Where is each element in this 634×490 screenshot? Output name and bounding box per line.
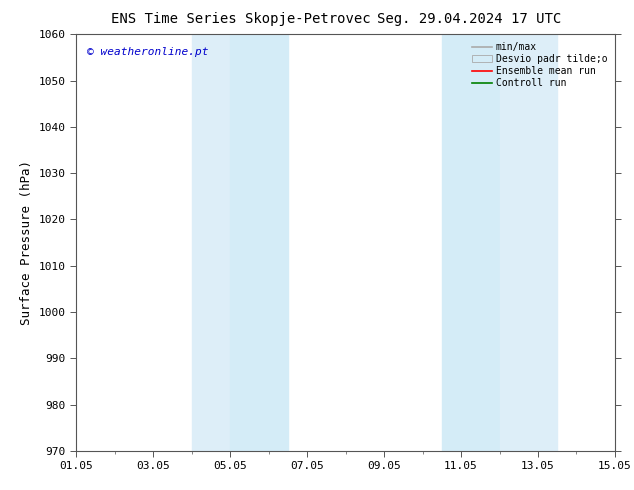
Text: Seg. 29.04.2024 17 UTC: Seg. 29.04.2024 17 UTC [377, 12, 561, 26]
Text: ENS Time Series Skopje-Petrovec: ENS Time Series Skopje-Petrovec [111, 12, 371, 26]
Legend: min/max, Desvio padr tilde;o, Ensemble mean run, Controll run: min/max, Desvio padr tilde;o, Ensemble m… [469, 39, 610, 91]
Y-axis label: Surface Pressure (hPa): Surface Pressure (hPa) [20, 160, 33, 325]
Text: © weatheronline.pt: © weatheronline.pt [87, 47, 209, 57]
Bar [230, 34, 288, 451]
Bar [191, 34, 230, 451]
Bar [500, 34, 557, 451]
Bar [442, 34, 500, 451]
